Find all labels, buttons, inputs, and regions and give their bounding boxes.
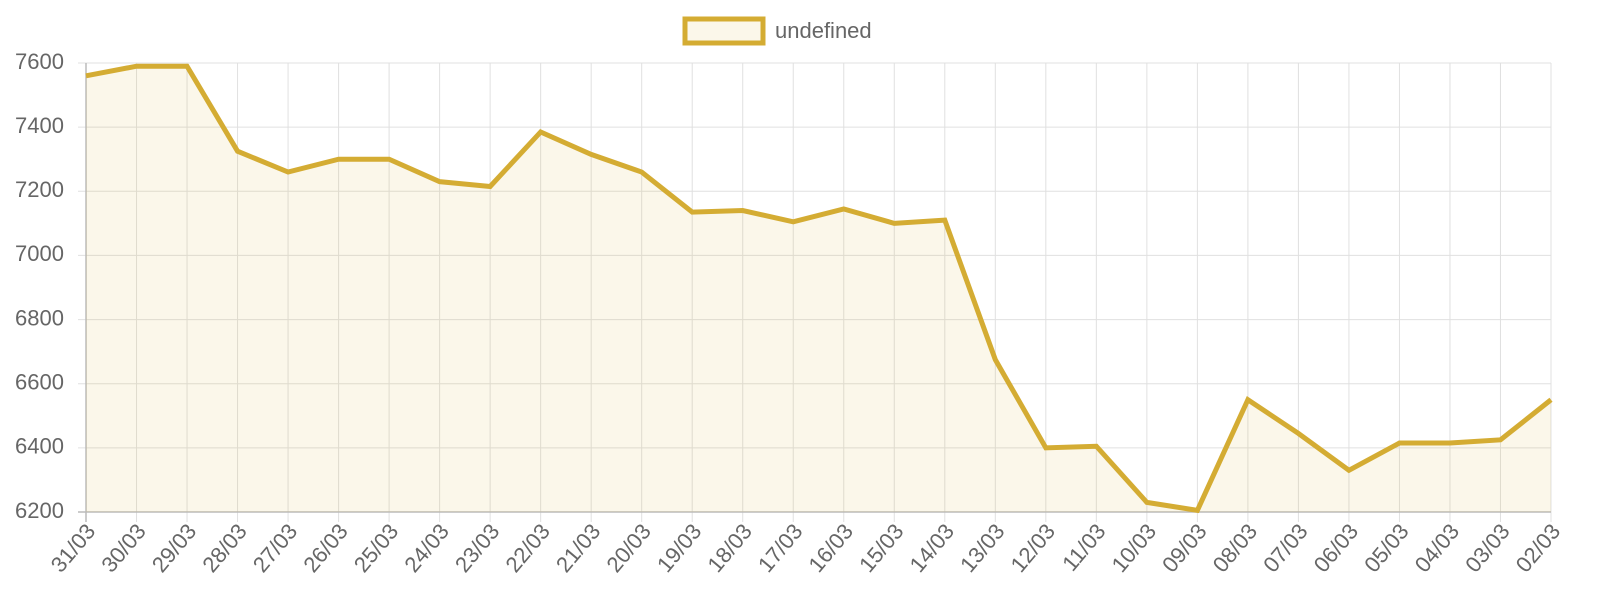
y-tick-label: 7400	[15, 113, 64, 138]
x-tick-label: 26/03	[298, 519, 353, 577]
y-tick-label: 7000	[15, 241, 64, 266]
x-tick-label: 15/03	[854, 519, 909, 577]
legend-swatch	[682, 16, 766, 46]
legend-label: undefined	[775, 18, 872, 43]
x-tick-label: 31/03	[46, 519, 101, 577]
y-tick-label: 7600	[15, 49, 64, 74]
x-tick-label: 12/03	[1006, 519, 1061, 577]
x-tick-label: 02/03	[1511, 519, 1566, 577]
x-tick-label: 10/03	[1107, 519, 1162, 577]
x-tick-label: 17/03	[753, 519, 808, 577]
x-tick-label: 18/03	[702, 519, 757, 577]
x-tick-label: 14/03	[905, 519, 960, 577]
x-tick-label: 30/03	[96, 519, 151, 577]
x-tick-label: 21/03	[551, 519, 606, 577]
area	[86, 66, 1551, 512]
x-tick-label: 07/03	[1258, 519, 1313, 577]
x-tick-label: 29/03	[147, 519, 202, 577]
x-tick-label: 03/03	[1460, 519, 1515, 577]
x-tick-label: 06/03	[1309, 519, 1364, 577]
y-tick-label: 7200	[15, 177, 64, 202]
x-tick-label: 13/03	[955, 519, 1010, 577]
x-tick-label: 22/03	[500, 519, 555, 577]
y-tick-label: 6800	[15, 305, 64, 330]
x-tick-label: 08/03	[1208, 519, 1263, 577]
y-tick-label: 6400	[15, 434, 64, 459]
x-tick-label: 20/03	[601, 519, 656, 577]
x-tick-label: 11/03	[1057, 519, 1110, 576]
x-tick-label: 19/03	[652, 519, 707, 577]
y-tick-label: 6600	[15, 370, 64, 395]
x-tick-label: 04/03	[1410, 519, 1465, 577]
x-tick-label: 16/03	[803, 519, 858, 577]
x-tick-label: 28/03	[197, 519, 252, 577]
x-tick-label: 05/03	[1359, 519, 1414, 577]
x-tick-label: 25/03	[349, 519, 404, 577]
x-tick-label: 23/03	[450, 519, 505, 577]
line	[85, 63, 1553, 514]
x-tick-label: 27/03	[248, 519, 303, 577]
legend-swatch-fill	[685, 19, 763, 43]
x-tick-label: 24/03	[399, 519, 454, 577]
y-tick-label: 6200	[15, 498, 64, 523]
x-tick-label: 09/03	[1157, 519, 1212, 577]
